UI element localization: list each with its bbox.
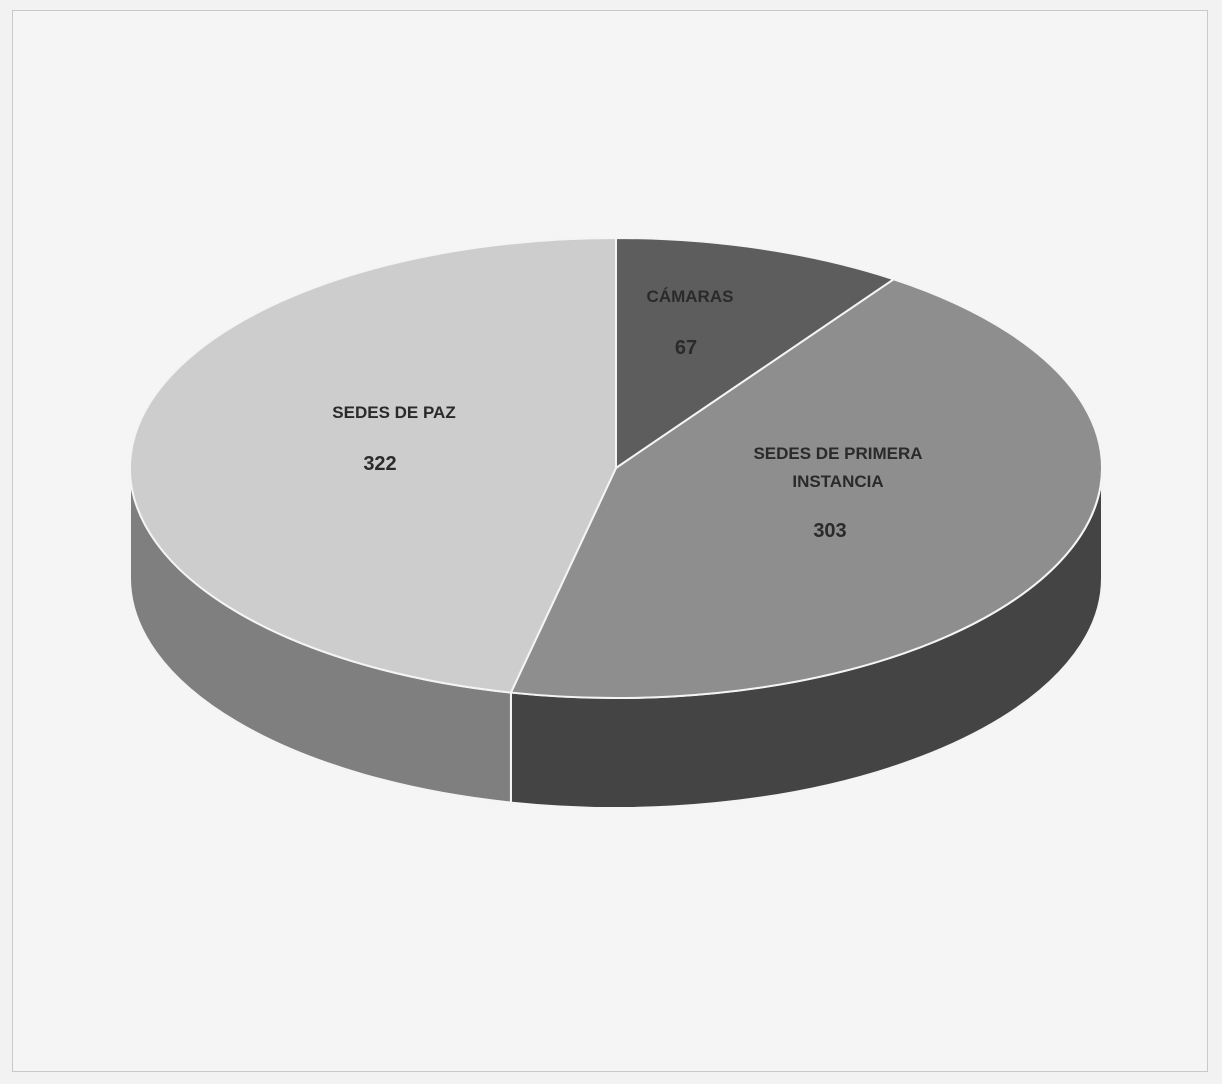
slice-label-3-line-1: SEDES DE PAZ: [332, 403, 455, 422]
slice-value-2: 303: [813, 520, 846, 542]
slice-label-2-line-1: SEDES DE PRIMERA: [753, 444, 922, 463]
slice-label-2-line-2: INSTANCIA: [792, 472, 883, 491]
slice-label-group-1: CÁMARAS 67: [647, 287, 734, 359]
pie-slice-3: [128, 236, 617, 694]
slice-value-3: 322: [363, 453, 396, 475]
slice-value-1: 67: [675, 337, 697, 359]
pie-slice-2: [509, 278, 1103, 699]
pie-slice-1: [615, 236, 896, 470]
slice-label-group-3: SEDES DE PAZ 322: [332, 403, 455, 475]
slice-label-1-line-1: CÁMARAS: [647, 287, 734, 306]
slice-label-group-2: SEDES DE PRIMERA INSTANCIA 303: [753, 444, 922, 542]
